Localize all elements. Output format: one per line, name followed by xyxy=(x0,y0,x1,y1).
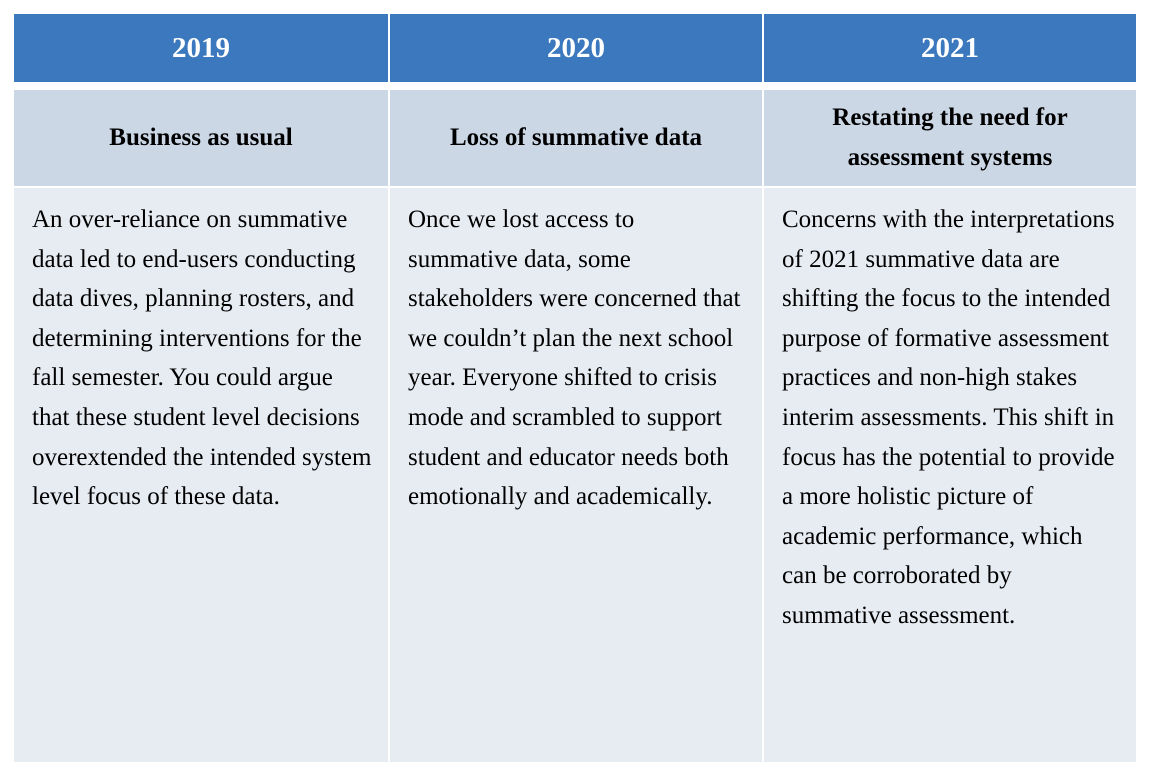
year-header: 2020 xyxy=(390,14,762,82)
column-heading: Business as usual xyxy=(14,90,388,186)
year-header: 2021 xyxy=(764,14,1136,82)
column-text: Concerns with the interpretations of 202… xyxy=(764,188,1136,762)
column-heading: Loss of summative data xyxy=(390,90,762,186)
column-text: An over-reliance on summative data led t… xyxy=(14,188,388,762)
column-text: Once we lost access to summative data, s… xyxy=(390,188,762,762)
year-header: 2019 xyxy=(14,14,388,82)
column-heading: Restating the need for assessment system… xyxy=(764,90,1136,186)
